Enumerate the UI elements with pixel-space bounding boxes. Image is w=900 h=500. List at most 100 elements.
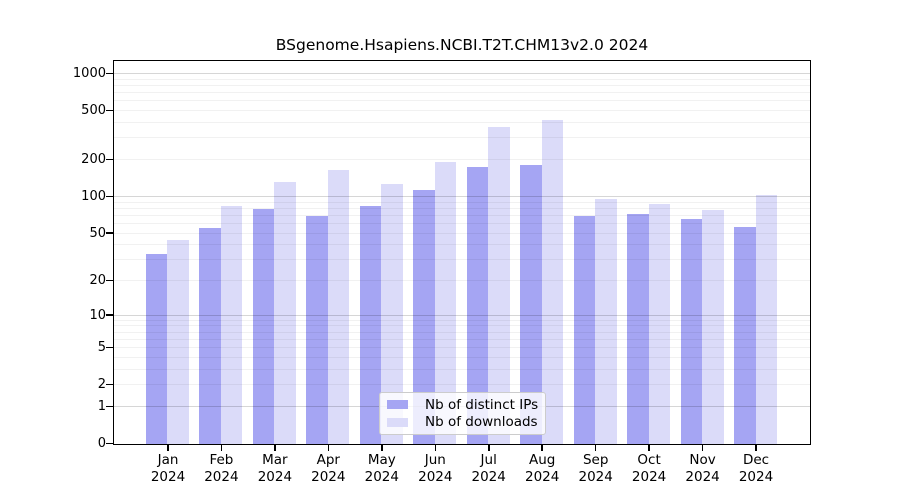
x-tick-mark <box>274 445 276 451</box>
x-tick-mark <box>701 445 704 451</box>
year-label: 2024 <box>631 468 667 485</box>
x-axis-label-sep: Sep 2024 <box>561 452 631 485</box>
bar-nb-of-distinct-ips-apr <box>306 215 328 444</box>
month-label: Jul <box>480 452 497 468</box>
legend-item-nb-of-distinct-ips: Nb of distinct IPs <box>387 397 538 413</box>
y-tick-mark <box>106 314 114 316</box>
year-label: 2024 <box>204 468 239 485</box>
month-label: Nov <box>689 452 716 468</box>
y-tick-mark <box>106 442 114 445</box>
y-tick-label: 200 <box>81 152 106 167</box>
x-axis-label-nov: Nov 2024 <box>668 452 738 485</box>
bar-nb-of-downloads-may <box>381 184 403 444</box>
month-label: Sep <box>582 452 609 468</box>
legend: Nb of distinct IPs Nb of downloads <box>379 392 546 435</box>
x-tick-mark <box>327 445 330 451</box>
x-axis-label-oct: Oct 2024 <box>614 452 684 485</box>
year-label: 2024 <box>685 468 720 485</box>
y-tick-mark <box>106 158 114 161</box>
y-tick-mark <box>106 195 114 198</box>
x-axis-label-mar: Mar 2024 <box>240 452 310 485</box>
bar-nb-of-distinct-ips-jan <box>145 253 168 444</box>
bar-nb-of-distinct-ips-jun <box>413 189 435 444</box>
bar-nb-of-distinct-ips-dec <box>734 226 756 444</box>
year-label: 2024 <box>525 468 560 485</box>
y-tick-mark <box>106 232 114 234</box>
y-tick-label: 5 <box>97 340 106 356</box>
x-tick-mark <box>488 445 490 451</box>
month-label: Feb <box>209 452 234 468</box>
x-tick-mark <box>381 445 383 451</box>
x-tick-mark <box>434 445 436 451</box>
y-tick-label: 10 <box>89 307 106 323</box>
y-tick-mark <box>106 346 114 349</box>
y-tick-label: 50 <box>89 225 106 241</box>
month-label: Oct <box>637 452 661 468</box>
y-tick-label: 1 <box>97 398 106 414</box>
x-tick-mark <box>648 445 650 451</box>
legend-label: Nb of downloads <box>425 414 538 431</box>
month-label: Jan <box>157 452 179 468</box>
y-tick-label: 20 <box>89 273 106 288</box>
bar-nb-of-distinct-ips-oct <box>627 214 649 444</box>
bar-nb-of-distinct-ips-aug <box>520 164 542 444</box>
y-tick-label: 500 <box>81 103 106 119</box>
legend-label: Nb of distinct IPs <box>425 396 539 413</box>
y-tick-mark <box>106 72 114 75</box>
x-tick-mark <box>220 445 223 451</box>
year-label: 2024 <box>150 468 186 485</box>
y-tick-mark <box>106 383 114 386</box>
bar-nb-of-downloads-apr <box>327 170 350 444</box>
year-label: 2024 <box>471 468 506 485</box>
legend-swatch <box>387 417 408 428</box>
x-tick-mark <box>755 445 757 451</box>
bar-nb-of-downloads-feb <box>220 205 243 444</box>
year-label: 2024 <box>311 468 346 485</box>
bar-nb-of-distinct-ips-jul <box>466 166 489 444</box>
bar-nb-of-distinct-ips-mar <box>252 208 275 444</box>
month-label: Jun <box>424 452 446 468</box>
x-tick-mark <box>594 445 597 451</box>
x-axis-label-aug: Aug 2024 <box>507 452 577 485</box>
bar-nb-of-distinct-ips-feb <box>199 228 221 444</box>
bar-nb-of-downloads-jun <box>434 161 457 444</box>
x-tick-mark <box>541 445 543 451</box>
y-tick-label: 2 <box>97 377 106 393</box>
x-axis-label-apr: Apr 2024 <box>293 452 363 485</box>
x-axis-label-feb: Feb 2024 <box>186 452 256 485</box>
x-axis-label-jun: Jun 2024 <box>400 452 470 485</box>
bar-nb-of-downloads-dec <box>755 194 778 444</box>
bar-nb-of-downloads-sep <box>595 199 617 444</box>
month-label: Aug <box>529 452 556 468</box>
y-tick-mark <box>106 405 114 408</box>
bar-nb-of-downloads-nov <box>702 210 724 444</box>
legend-swatch <box>387 399 408 410</box>
bar-nb-of-distinct-ips-may <box>359 205 382 444</box>
y-tick-mark <box>106 279 114 282</box>
x-axis-label-dec: Dec 2024 <box>721 452 791 485</box>
bar-nb-of-downloads-aug <box>541 120 564 444</box>
month-label: May <box>367 452 396 468</box>
year-label: 2024 <box>738 468 774 485</box>
x-axis-label-jul: Jul 2024 <box>454 452 524 485</box>
chart-title: BSgenome.Hsapiens.NCBI.T2T.CHM13v2.0 202… <box>275 36 649 54</box>
month-label: Dec <box>742 452 770 468</box>
year-label: 2024 <box>257 468 293 485</box>
month-label: Mar <box>262 452 288 468</box>
legend-item-nb-of-downloads: Nb of downloads <box>387 414 538 430</box>
y-tick-label: 1000 <box>72 66 106 81</box>
year-label: 2024 <box>418 468 453 485</box>
bars-layer <box>114 61 810 444</box>
x-axis-label-may: May 2024 <box>347 452 417 485</box>
x-axis-label-jan: Jan 2024 <box>133 452 203 485</box>
bar-nb-of-distinct-ips-nov <box>680 218 703 444</box>
y-tick-mark <box>106 109 114 112</box>
bar-nb-of-downloads-oct <box>648 203 671 444</box>
bar-nb-of-downloads-jan <box>167 240 189 444</box>
year-label: 2024 <box>364 468 399 485</box>
y-tick-label: 0 <box>97 436 106 451</box>
year-label: 2024 <box>578 468 613 485</box>
plot-area <box>113 60 811 445</box>
bar-nb-of-downloads-jul <box>488 126 510 444</box>
